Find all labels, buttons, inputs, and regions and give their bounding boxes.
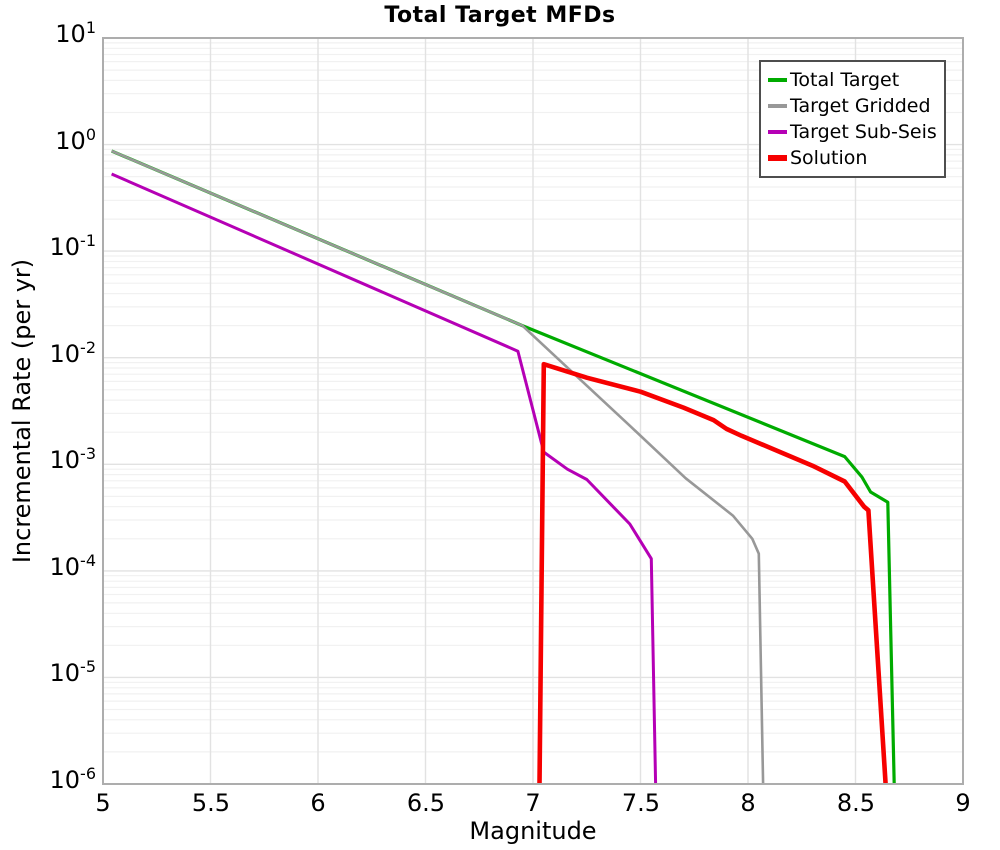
x-tick-label-5: 5 <box>95 789 111 817</box>
y-tick-label-10e-6: 10-6 <box>0 764 97 798</box>
legend-item-solution: Solution <box>768 145 940 171</box>
y-tick-exponent: 0 <box>85 125 96 144</box>
x-tick-label-6: 6 <box>310 789 326 817</box>
y-tick-label-10e-1: 10-1 <box>0 231 97 265</box>
legend-swatch <box>768 155 787 161</box>
legend-label: Target Sub-Seis <box>790 121 937 143</box>
y-axis-label: Incremental Rate (per yr) <box>8 258 36 564</box>
y-tick-base: 10 <box>49 233 81 261</box>
y-tick-label-10e1: 101 <box>0 18 96 52</box>
y-tick-exponent: -6 <box>80 764 96 783</box>
y-tick-base: 10 <box>49 553 81 581</box>
legend-swatch <box>768 130 787 134</box>
x-tick-label-8: 8 <box>740 789 756 817</box>
plot-border <box>102 37 964 785</box>
y-tick-label-10e-5: 10-5 <box>0 657 97 691</box>
y-tick-label-10e-3: 10-3 <box>0 444 97 478</box>
y-tick-label-10e-2: 10-2 <box>0 338 97 372</box>
series-line-solution <box>537 361 888 785</box>
legend-item-target-gridded: Target Gridded <box>768 93 940 119</box>
y-tick-exponent: -4 <box>80 551 96 570</box>
x-tick-label-8.5: 8.5 <box>836 789 876 817</box>
legend-label: Target Gridded <box>790 95 931 117</box>
x-tick-label-5.5: 5.5 <box>191 789 231 817</box>
y-tick-exponent: -2 <box>80 338 96 357</box>
y-tick-base: 10 <box>49 446 81 474</box>
legend: Total Target Target Gridded Target Sub-Sei… <box>759 60 946 178</box>
legend-swatch <box>768 104 787 108</box>
series-line-target-sub-seis <box>111 172 658 785</box>
y-tick-label-10e-4: 10-4 <box>0 551 97 585</box>
x-tick-label-9: 9 <box>955 789 971 817</box>
x-axis-label: Magnitude <box>469 817 597 845</box>
series-line-total-target <box>110 149 896 785</box>
series-line-target-gridded <box>111 149 765 785</box>
y-tick-exponent: -1 <box>80 231 96 250</box>
y-tick-base: 10 <box>49 659 81 687</box>
legend-item-target-sub-seis: Target Sub-Seis <box>768 119 940 145</box>
legend-item-total-target: Total Target <box>768 67 940 93</box>
x-tick-label-7.5: 7.5 <box>621 789 661 817</box>
x-tick-label-7: 7 <box>525 789 541 817</box>
y-tick-base: 10 <box>49 766 81 794</box>
legend-label: Total Target <box>790 69 900 91</box>
y-tick-exponent: -3 <box>80 444 96 463</box>
y-tick-exponent: 1 <box>85 18 96 37</box>
legend-swatch <box>768 78 787 82</box>
x-tick-label-6.5: 6.5 <box>406 789 446 817</box>
chart-title: Total Target MFDs <box>384 3 616 28</box>
y-tick-exponent: -5 <box>80 657 96 676</box>
y-tick-base: 10 <box>49 340 81 368</box>
y-tick-base: 10 <box>55 20 86 48</box>
y-tick-base: 10 <box>55 127 86 155</box>
legend-label: Solution <box>790 147 868 169</box>
y-tick-label-10e0: 100 <box>0 125 96 159</box>
